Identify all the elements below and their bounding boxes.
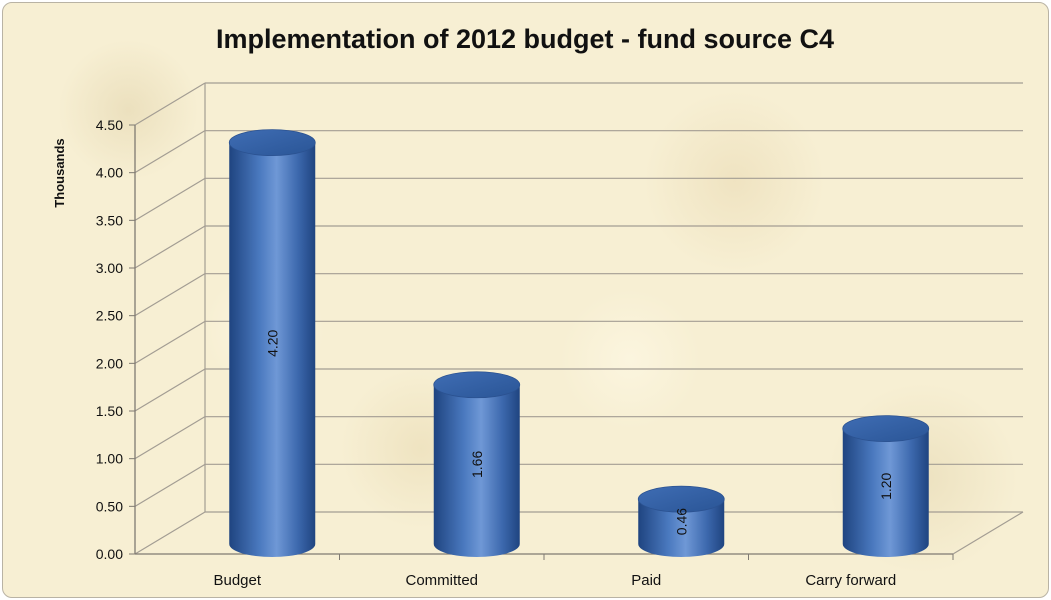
bar-committed: 1.66 — [433, 371, 521, 557]
bar-top — [842, 415, 930, 443]
chart-title: Implementation of 2012 budget - fund sou… — [216, 24, 834, 54]
y-tick-label: 0.00 — [96, 546, 123, 562]
gridline-diagonal — [134, 82, 206, 126]
gridline-diagonal — [134, 273, 206, 317]
gridline-diagonal — [134, 416, 206, 460]
floor-right-edge — [952, 511, 1024, 555]
bar-top — [228, 129, 316, 157]
y-tick-label: 2.00 — [96, 355, 123, 371]
data-label: 1.66 — [469, 451, 485, 478]
grid — [134, 82, 1023, 555]
x-ticks: Budget Committed Paid Carry forward — [213, 554, 954, 589]
chart: Implementation of 2012 budget - fund sou… — [52, 24, 1024, 589]
y-tick-label: 4.00 — [96, 165, 123, 181]
x-tick-label: Carry forward — [805, 572, 896, 589]
bar-body — [638, 499, 725, 557]
x-tick-label: Budget — [213, 572, 261, 589]
y-tick-label: 2.50 — [96, 308, 123, 324]
x-tick-label: Committed — [405, 572, 478, 589]
bars: 4.20 1.66 0.46 1.20 — [228, 129, 930, 557]
data-label: 0.46 — [673, 508, 689, 535]
gridline-diagonal — [134, 225, 206, 269]
data-label: 1.20 — [878, 472, 894, 499]
data-label: 4.20 — [264, 329, 280, 356]
x-tick-label: Paid — [631, 572, 661, 589]
y-ticks: 0.00 0.50 1.00 1.50 2.00 2.50 3.00 3.50 4.00 4.50 — [96, 117, 135, 562]
bar-body — [229, 142, 316, 557]
bar-budget: 4.20 — [228, 129, 316, 557]
gridline-diagonal — [134, 320, 206, 364]
bar-body — [842, 428, 929, 557]
gridline-diagonal — [134, 177, 206, 221]
gridline-diagonal — [134, 463, 206, 507]
y-tick-label: 3.50 — [96, 212, 123, 228]
bar-paid: 0.46 — [637, 485, 725, 557]
y-tick-label: 3.00 — [96, 260, 123, 276]
bar-body — [433, 384, 520, 557]
gridline-diagonal — [134, 130, 206, 174]
y-tick-label: 1.50 — [96, 403, 123, 419]
gridline-diagonal — [134, 511, 206, 555]
bar-carry-forward: 1.20 — [842, 415, 930, 557]
bar-top — [433, 371, 521, 399]
y-tick-label: 1.00 — [96, 451, 123, 467]
bar-top — [637, 485, 725, 513]
y-axis-label: Thousands — [52, 138, 67, 207]
y-tick-label: 0.50 — [96, 498, 123, 514]
y-tick-label: 4.50 — [96, 117, 123, 133]
gridline-diagonal — [134, 368, 206, 412]
